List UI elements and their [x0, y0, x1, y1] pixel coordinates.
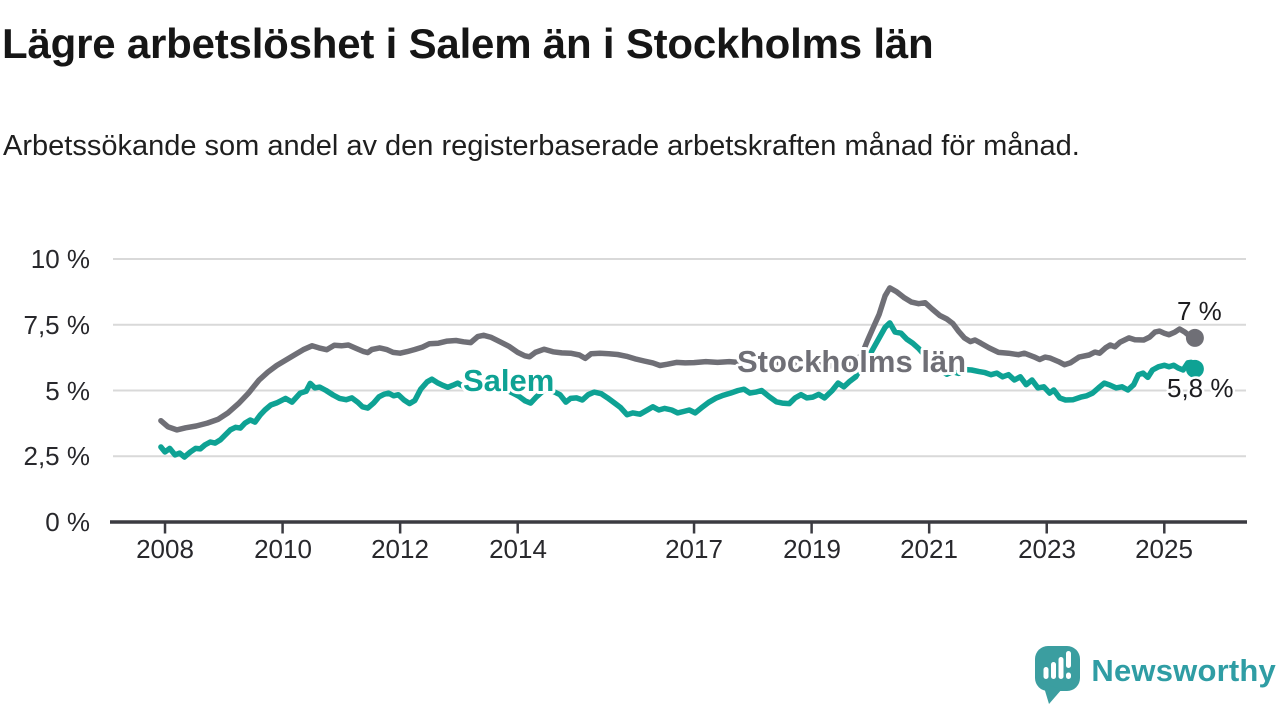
series-label-salem: Salem: [463, 363, 554, 398]
x-tick-label-2012: 2012: [371, 534, 429, 564]
end-value-label-salem: 5,8 %: [1167, 373, 1234, 403]
x-tick-label-2014: 2014: [489, 534, 547, 564]
x-tick-label-2008: 2008: [136, 534, 194, 564]
logo-exclamation-dot: [1066, 672, 1072, 679]
newsworthy-logo-icon: [1035, 646, 1081, 704]
x-tick-label-2019: 2019: [783, 534, 841, 564]
end-dot-stockholms-lan: [1185, 328, 1204, 347]
x-tick-label-2025: 2025: [1135, 534, 1193, 564]
page-title: Lägre arbetslöshet i Salem än i Stockhol…: [2, 20, 934, 67]
chart-subtitle: Arbetssökande som andel av den registerb…: [3, 130, 1080, 162]
y-tick-label-0: 0 %: [45, 507, 90, 537]
series-layer: [158, 285, 1204, 460]
newsworthy-logo[interactable]: Newsworthy: [1033, 644, 1276, 706]
logo-speech-bubble: [1035, 646, 1081, 691]
x-tick-label-2017: 2017: [665, 534, 723, 564]
series-line-stockholms-lan: [158, 285, 1198, 433]
end-value-label-stockholms-lan: 7 %: [1177, 296, 1222, 326]
logo-wordmark: Newsworthy: [1091, 653, 1276, 688]
logo-bar-1: [1043, 667, 1049, 679]
logo-speech-bubble-tail: [1043, 684, 1063, 704]
series-label-stockholms-lan: Stockholms län: [737, 344, 966, 379]
series-line-salem: [158, 320, 1198, 460]
x-tick-label-2010: 2010: [254, 534, 312, 564]
y-tick-label-10: 10 %: [31, 244, 90, 274]
end-dot-salem: [1185, 359, 1204, 378]
logo-bar-3: [1058, 657, 1064, 679]
logo-bar-2: [1051, 662, 1057, 679]
y-tick-label-5: 5 %: [45, 376, 90, 406]
x-tick-label-2023: 2023: [1018, 534, 1076, 564]
logo-exclamation-bar: [1066, 651, 1072, 668]
x-tick-label-2021: 2021: [900, 534, 958, 564]
y-tick-label-7_5: 7,5 %: [24, 310, 91, 340]
y-tick-label-2_5: 2,5 %: [24, 441, 91, 471]
